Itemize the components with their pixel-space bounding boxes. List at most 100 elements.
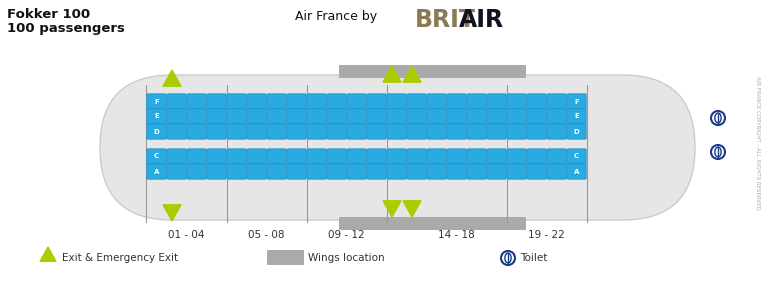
FancyBboxPatch shape: [247, 94, 266, 109]
Text: C: C: [154, 154, 159, 160]
FancyBboxPatch shape: [487, 94, 506, 109]
FancyBboxPatch shape: [427, 149, 446, 164]
FancyBboxPatch shape: [387, 164, 406, 179]
FancyBboxPatch shape: [507, 94, 526, 109]
FancyBboxPatch shape: [467, 94, 486, 109]
Polygon shape: [40, 247, 56, 261]
Text: AIR FRANCE COPYRIGHT - ALL RIGHTS RESERVED: AIR FRANCE COPYRIGHT - ALL RIGHTS RESERV…: [754, 76, 760, 210]
FancyBboxPatch shape: [187, 124, 206, 139]
FancyBboxPatch shape: [447, 109, 466, 124]
FancyBboxPatch shape: [547, 109, 566, 124]
FancyBboxPatch shape: [507, 109, 526, 124]
FancyBboxPatch shape: [467, 109, 486, 124]
FancyBboxPatch shape: [447, 164, 466, 179]
FancyBboxPatch shape: [187, 109, 206, 124]
FancyBboxPatch shape: [327, 109, 346, 124]
FancyBboxPatch shape: [367, 109, 386, 124]
FancyBboxPatch shape: [187, 149, 206, 164]
FancyBboxPatch shape: [227, 94, 246, 109]
FancyBboxPatch shape: [327, 94, 346, 109]
FancyBboxPatch shape: [339, 65, 526, 78]
FancyBboxPatch shape: [227, 124, 246, 139]
Text: D: D: [154, 128, 159, 134]
Text: Air France by: Air France by: [295, 10, 377, 23]
Text: Toilet: Toilet: [520, 253, 548, 263]
FancyBboxPatch shape: [327, 164, 346, 179]
FancyBboxPatch shape: [347, 109, 366, 124]
FancyBboxPatch shape: [267, 149, 286, 164]
FancyBboxPatch shape: [427, 164, 446, 179]
FancyBboxPatch shape: [407, 94, 426, 109]
FancyBboxPatch shape: [227, 149, 246, 164]
Text: E: E: [154, 114, 159, 120]
FancyBboxPatch shape: [227, 164, 246, 179]
FancyBboxPatch shape: [547, 149, 566, 164]
FancyBboxPatch shape: [387, 149, 406, 164]
FancyBboxPatch shape: [467, 124, 486, 139]
Text: Wings location: Wings location: [308, 253, 384, 263]
FancyBboxPatch shape: [187, 164, 206, 179]
FancyBboxPatch shape: [347, 124, 366, 139]
FancyBboxPatch shape: [547, 94, 566, 109]
Text: 01 - 04: 01 - 04: [168, 230, 205, 240]
FancyBboxPatch shape: [487, 109, 506, 124]
FancyBboxPatch shape: [547, 164, 566, 179]
FancyBboxPatch shape: [567, 94, 586, 109]
FancyBboxPatch shape: [307, 149, 326, 164]
FancyBboxPatch shape: [167, 94, 186, 109]
FancyBboxPatch shape: [527, 149, 546, 164]
FancyBboxPatch shape: [327, 149, 346, 164]
FancyBboxPatch shape: [347, 94, 366, 109]
FancyBboxPatch shape: [407, 164, 426, 179]
FancyBboxPatch shape: [447, 149, 466, 164]
FancyBboxPatch shape: [267, 94, 286, 109]
Polygon shape: [403, 66, 421, 82]
FancyBboxPatch shape: [207, 149, 226, 164]
FancyBboxPatch shape: [247, 164, 266, 179]
FancyBboxPatch shape: [487, 124, 506, 139]
Text: Exit & Emergency Exit: Exit & Emergency Exit: [62, 253, 178, 263]
FancyBboxPatch shape: [167, 164, 186, 179]
FancyBboxPatch shape: [507, 149, 526, 164]
FancyBboxPatch shape: [367, 124, 386, 139]
FancyBboxPatch shape: [339, 217, 526, 230]
FancyBboxPatch shape: [247, 149, 266, 164]
FancyBboxPatch shape: [287, 109, 306, 124]
FancyBboxPatch shape: [287, 94, 306, 109]
Polygon shape: [163, 205, 181, 221]
FancyBboxPatch shape: [147, 109, 166, 124]
FancyBboxPatch shape: [567, 164, 586, 179]
FancyBboxPatch shape: [307, 124, 326, 139]
Text: F: F: [154, 98, 159, 104]
FancyBboxPatch shape: [167, 124, 186, 139]
FancyBboxPatch shape: [100, 75, 695, 220]
FancyBboxPatch shape: [347, 164, 366, 179]
FancyBboxPatch shape: [287, 124, 306, 139]
FancyBboxPatch shape: [307, 164, 326, 179]
FancyBboxPatch shape: [407, 109, 426, 124]
FancyBboxPatch shape: [527, 124, 546, 139]
FancyBboxPatch shape: [527, 164, 546, 179]
Text: D: D: [574, 128, 579, 134]
FancyBboxPatch shape: [507, 124, 526, 139]
Polygon shape: [383, 201, 401, 217]
Polygon shape: [163, 70, 181, 86]
FancyBboxPatch shape: [567, 124, 586, 139]
FancyBboxPatch shape: [247, 124, 266, 139]
FancyBboxPatch shape: [267, 124, 286, 139]
Text: BRIT: BRIT: [415, 8, 476, 32]
FancyBboxPatch shape: [147, 164, 166, 179]
FancyBboxPatch shape: [487, 149, 506, 164]
FancyBboxPatch shape: [147, 124, 166, 139]
FancyBboxPatch shape: [487, 164, 506, 179]
Text: AIR: AIR: [459, 8, 504, 32]
FancyBboxPatch shape: [207, 164, 226, 179]
Text: 09 - 12: 09 - 12: [328, 230, 365, 240]
FancyBboxPatch shape: [287, 164, 306, 179]
FancyBboxPatch shape: [367, 164, 386, 179]
Polygon shape: [403, 201, 421, 217]
FancyBboxPatch shape: [407, 149, 426, 164]
Polygon shape: [383, 66, 401, 82]
FancyBboxPatch shape: [567, 109, 586, 124]
Text: Fokker 100: Fokker 100: [7, 8, 90, 21]
